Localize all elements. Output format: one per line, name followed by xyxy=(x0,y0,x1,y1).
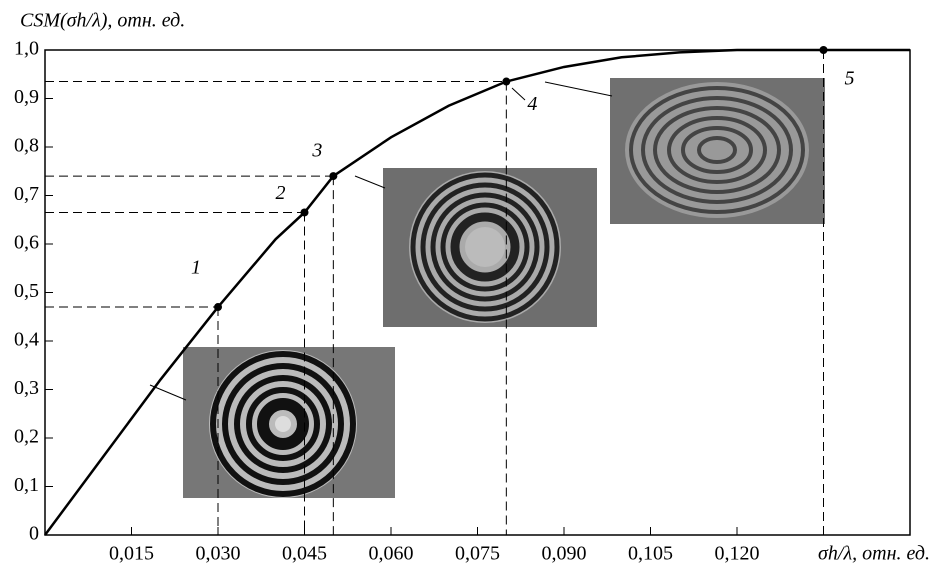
y-tick-label: 0,7 xyxy=(14,183,39,205)
x-tick-label: 0,090 xyxy=(542,543,587,565)
point xyxy=(819,46,828,54)
y-axis-label: CSM(σh/λ), отн. ед. xyxy=(20,10,185,32)
point-label: 2 xyxy=(276,182,286,204)
leader-lines xyxy=(149,81,613,401)
x-tick-label: 0,075 xyxy=(455,543,500,565)
point xyxy=(329,172,338,181)
y-tick-label: 0,6 xyxy=(14,232,39,254)
x-tick-label: 0,120 xyxy=(715,543,760,565)
x-tick-label: 0,105 xyxy=(628,543,673,565)
point xyxy=(300,208,309,217)
x-tick-label: 0,060 xyxy=(369,543,414,565)
x-tick-label: 0,030 xyxy=(196,543,241,565)
inset-3 xyxy=(610,78,825,224)
point-label: 3 xyxy=(311,140,322,162)
y-tick-label: 0,1 xyxy=(14,474,39,496)
y-tick-label: 0,2 xyxy=(14,426,39,448)
point xyxy=(214,303,222,312)
y-tick-label: 0,5 xyxy=(14,280,39,302)
curve xyxy=(43,48,910,536)
y-tick-label: 0,8 xyxy=(14,135,39,157)
x-axis-label: σh/λ, отн. ед. xyxy=(818,543,930,565)
y-tick-label: 0,4 xyxy=(14,329,39,351)
x-tick-label: 0,015 xyxy=(109,543,154,565)
point-label: 5 xyxy=(845,68,855,90)
y-tick-label: 0,3 xyxy=(14,377,39,399)
y-tick-label: 0,9 xyxy=(14,86,39,108)
inset-2 xyxy=(383,168,597,327)
y-tick-label: 0 xyxy=(29,523,39,545)
y-tick-label: 1,0 xyxy=(14,38,39,60)
point xyxy=(502,77,511,86)
point-label: 4 xyxy=(527,93,537,115)
inset-1 xyxy=(183,347,395,498)
point-label: 1 xyxy=(191,257,201,279)
x-tick-label: 0,045 xyxy=(282,543,327,565)
